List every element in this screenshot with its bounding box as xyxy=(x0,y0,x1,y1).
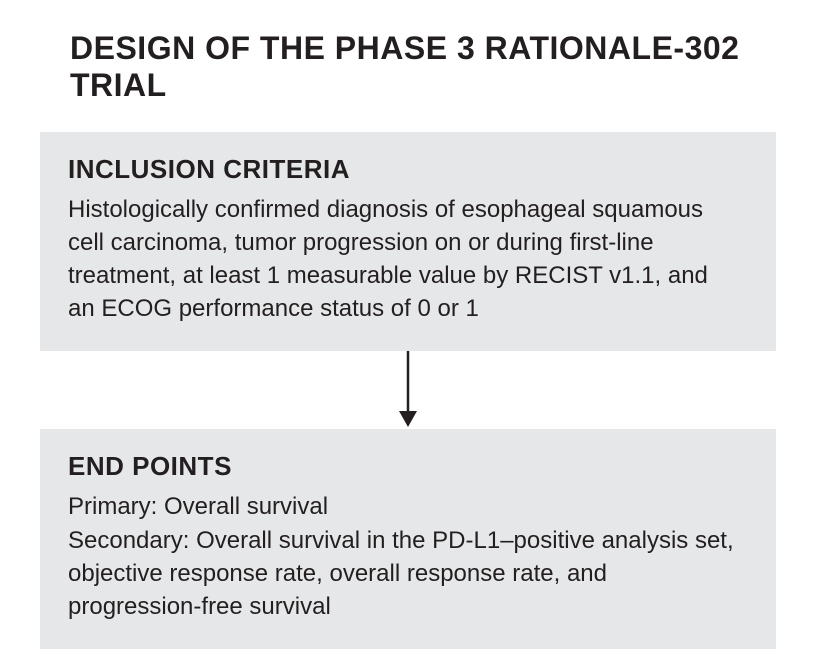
inclusion-criteria-box: INCLUSION CRITERIA Histologically confir… xyxy=(40,132,776,351)
arrow-down-icon xyxy=(396,351,420,429)
end-points-body: Primary: Overall survivalSecondary: Over… xyxy=(68,490,738,622)
flow-arrow xyxy=(40,351,776,429)
end-points-box: END POINTS Primary: Overall survivalSeco… xyxy=(40,429,776,648)
inclusion-criteria-body: Histologically confirmed diagnosis of es… xyxy=(68,193,738,325)
end-points-heading: END POINTS xyxy=(68,451,748,482)
inclusion-criteria-heading: INCLUSION CRITERIA xyxy=(68,154,748,185)
diagram-title: DESIGN OF THE PHASE 3 RATIONALE-302 TRIA… xyxy=(70,30,776,104)
